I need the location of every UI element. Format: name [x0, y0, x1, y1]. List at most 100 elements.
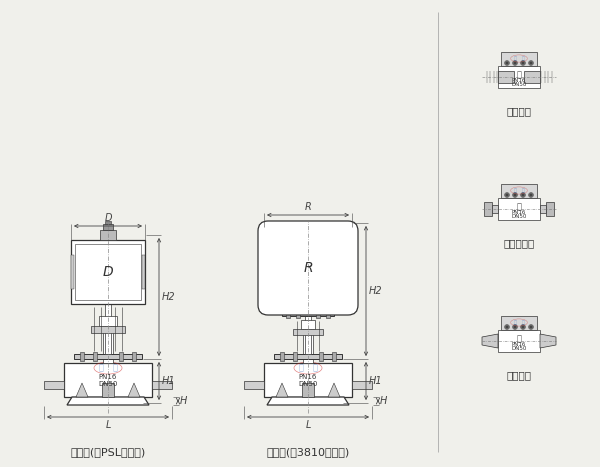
Text: R: R [305, 202, 311, 212]
Bar [498, 71, 514, 83]
Text: H1: H1 [369, 376, 383, 386]
Bar [282, 307, 334, 316]
Bar [326, 305, 330, 318]
Circle shape [513, 61, 517, 65]
Text: 低温型(配PSL执行器): 低温型(配PSL执行器) [70, 447, 146, 457]
Circle shape [521, 61, 525, 65]
Text: D: D [103, 265, 113, 279]
Text: R: R [303, 261, 313, 275]
Bar [74, 354, 142, 359]
Bar [484, 202, 493, 216]
Bar [71, 255, 74, 289]
Bar [264, 363, 352, 397]
Text: PN16: PN16 [512, 78, 526, 83]
FancyBboxPatch shape [258, 221, 358, 315]
Text: DN50: DN50 [511, 214, 527, 219]
Bar [280, 352, 284, 361]
Circle shape [529, 193, 533, 197]
Bar [103, 325, 113, 363]
Text: ⓗ: ⓗ [517, 203, 521, 212]
Text: 低温型(配3810执行器): 低温型(配3810执行器) [266, 447, 350, 457]
Polygon shape [276, 383, 288, 397]
Text: L: L [305, 420, 311, 430]
Circle shape [529, 61, 533, 65]
Text: 承插焊连接: 承插焊连接 [503, 238, 535, 248]
Text: ⓗ: ⓗ [517, 334, 521, 344]
Text: 川: 川 [513, 320, 516, 325]
Text: DN50: DN50 [98, 381, 118, 387]
Bar [293, 352, 297, 361]
Text: 川: 川 [98, 363, 104, 373]
Bar [316, 305, 320, 318]
Bar [293, 329, 323, 335]
Bar [274, 354, 342, 359]
Bar [244, 381, 264, 389]
Text: 川: 川 [513, 56, 516, 61]
Text: 对焊连接: 对焊连接 [506, 370, 532, 380]
Text: ⓗ: ⓗ [517, 71, 521, 79]
Polygon shape [128, 383, 140, 397]
Bar [75, 244, 141, 300]
Text: H: H [380, 396, 388, 406]
Bar [302, 383, 314, 397]
Polygon shape [267, 397, 349, 405]
Bar [303, 325, 313, 363]
Polygon shape [76, 383, 88, 397]
Circle shape [513, 325, 517, 329]
Text: H: H [180, 396, 187, 406]
Text: 淞: 淞 [522, 320, 525, 325]
Bar [119, 352, 123, 361]
Circle shape [529, 325, 533, 329]
Bar [99, 316, 117, 326]
Text: PN16: PN16 [512, 210, 526, 214]
Bar [100, 230, 116, 240]
Bar [102, 383, 114, 397]
Bar [540, 205, 545, 213]
Polygon shape [328, 383, 340, 397]
Text: H1: H1 [162, 376, 176, 386]
Bar [44, 381, 64, 389]
Bar [93, 352, 97, 361]
Bar [296, 305, 300, 318]
Polygon shape [67, 397, 149, 405]
Bar [301, 320, 315, 329]
Text: PN16: PN16 [99, 374, 117, 380]
Circle shape [505, 193, 509, 197]
Text: D: D [104, 213, 112, 223]
Polygon shape [540, 334, 556, 348]
Bar [105, 221, 111, 224]
Polygon shape [482, 334, 498, 348]
Text: 淞: 淞 [113, 363, 118, 373]
Text: DN50: DN50 [298, 381, 317, 387]
Bar [352, 381, 372, 389]
Bar [501, 316, 537, 330]
Bar [64, 363, 152, 397]
Text: 淞: 淞 [522, 188, 525, 193]
Text: H2: H2 [162, 292, 176, 302]
Bar [501, 52, 537, 66]
Bar [142, 255, 145, 289]
Circle shape [521, 193, 525, 197]
Bar [319, 352, 323, 361]
Text: H2: H2 [369, 286, 383, 296]
Bar [132, 352, 136, 361]
Text: 川: 川 [513, 188, 516, 193]
Bar [152, 381, 172, 389]
Circle shape [521, 325, 525, 329]
Bar [498, 330, 540, 352]
Text: PN16: PN16 [512, 341, 526, 347]
Text: 川: 川 [299, 363, 304, 373]
Bar [545, 202, 554, 216]
Bar [286, 305, 290, 318]
Bar [332, 352, 336, 361]
Text: DN50: DN50 [511, 347, 527, 352]
Bar [80, 352, 84, 361]
Bar [524, 71, 540, 83]
Bar [105, 304, 111, 354]
Text: 螺纹连接: 螺纹连接 [506, 106, 532, 116]
Text: 淞: 淞 [313, 363, 317, 373]
Bar [71, 240, 145, 304]
Circle shape [513, 193, 517, 197]
Circle shape [505, 325, 509, 329]
Bar [103, 224, 113, 230]
